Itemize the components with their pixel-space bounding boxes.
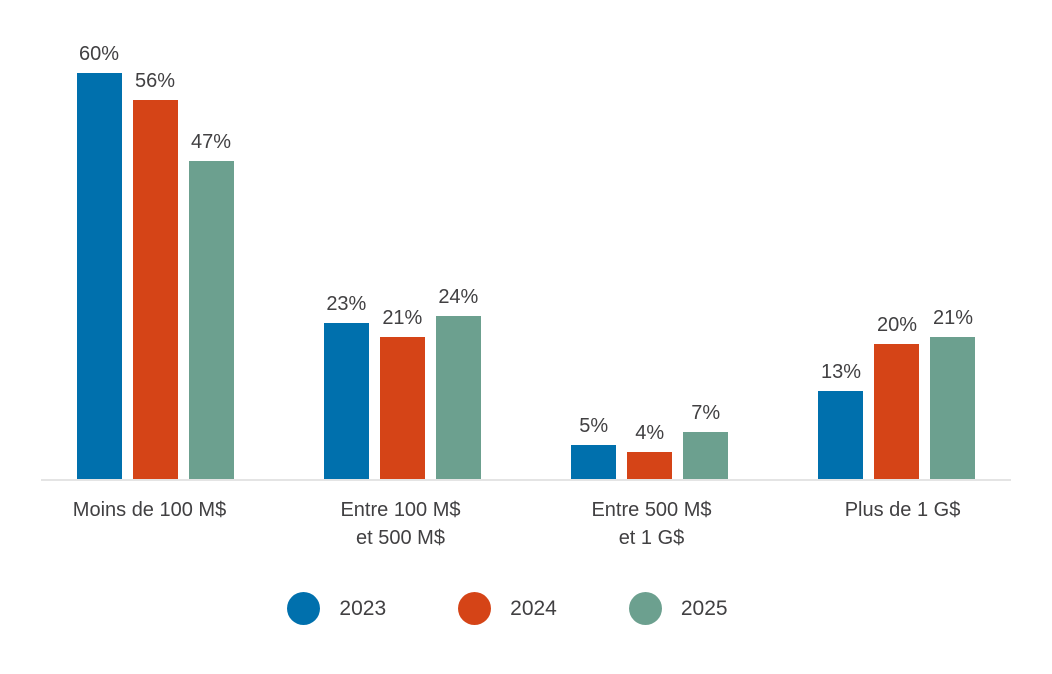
category-cell: Entre 500 M$ et 1 G$ <box>573 496 730 552</box>
legend-label: 2025 <box>680 596 728 620</box>
bar-value-label: 20% <box>876 314 917 336</box>
bar <box>818 391 864 479</box>
bar-column: 47% <box>188 131 234 479</box>
category-cell: Plus de 1 G$ <box>824 496 981 552</box>
bar-value-label: 56% <box>134 70 176 92</box>
bar-value-label: 13% <box>820 361 861 383</box>
bar <box>683 432 729 479</box>
bar <box>435 316 481 479</box>
bar-value-label: 21% <box>932 307 973 329</box>
legend: 2023 2024 2025 <box>0 592 1015 625</box>
bar-value-label: 7% <box>691 402 721 424</box>
bar-group: 5% 4% 7% <box>566 402 734 479</box>
bar <box>132 100 178 479</box>
bar-column: 24% <box>435 286 481 479</box>
bar-column: 7% <box>683 402 729 479</box>
bar <box>627 452 673 479</box>
category-label: Entre 100 M$ et 500 M$ <box>340 499 461 549</box>
category-label: Moins de 100 M$ <box>72 499 227 521</box>
legend-item: 2025 <box>628 592 728 625</box>
legend-label: 2023 <box>339 596 387 620</box>
bar-group: 60% 56% 47% <box>71 43 239 479</box>
bar-column: 20% <box>874 314 920 479</box>
legend-item: 2024 <box>458 592 557 625</box>
bar-value-label: 5% <box>579 415 609 437</box>
legend-swatch-icon <box>628 592 662 625</box>
bar-value-label: 47% <box>190 131 232 153</box>
bar-value-label: 21% <box>382 307 423 329</box>
bar-value-label: 23% <box>326 293 367 315</box>
bar-column: 21% <box>379 307 425 479</box>
bar <box>76 73 122 479</box>
bar-column: 21% <box>930 307 976 479</box>
bar-value-label: 4% <box>635 422 665 444</box>
bar-column: 4% <box>627 422 673 479</box>
category-label: Plus de 1 G$ <box>844 499 961 521</box>
legend-swatch-icon <box>458 592 492 625</box>
bar <box>874 344 920 479</box>
bar <box>571 445 617 479</box>
bar <box>188 161 234 479</box>
legend-label: 2024 <box>510 596 557 620</box>
category-axis: Moins de 100 M$ Entre 100 M$ et 500 M$ Ent… <box>41 496 1011 552</box>
bar-value-label: 24% <box>438 286 479 308</box>
bar <box>323 323 369 479</box>
bar-value-label: 60% <box>78 43 120 65</box>
category-cell: Moins de 100 M$ <box>71 496 228 552</box>
bar-column: 60% <box>76 43 122 479</box>
legend-swatch-icon <box>287 592 321 625</box>
plot-area: 60% 56% 47% 23% 21% 24% 5% 4% 7% 13% 20% 21% <box>41 0 1011 481</box>
bar <box>930 337 976 479</box>
category-label: Entre 500 M$ et 1 G$ <box>591 499 712 549</box>
bar-column: 23% <box>323 293 369 479</box>
legend-item: 2023 <box>287 592 386 625</box>
bar-column: 56% <box>132 70 178 479</box>
bar <box>379 337 425 479</box>
bar-group: 23% 21% 24% <box>318 286 486 479</box>
bar-column: 13% <box>818 361 864 479</box>
category-cell: Entre 100 M$ et 500 M$ <box>322 496 479 552</box>
bar-column: 5% <box>571 415 617 479</box>
bar-group: 13% 20% 21% <box>813 307 981 479</box>
